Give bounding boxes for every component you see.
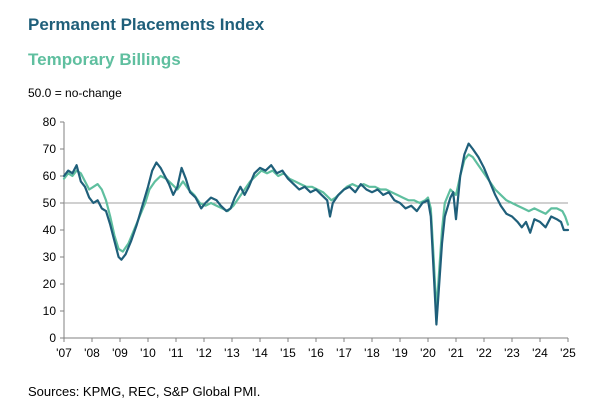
y-tick-label: 50: [43, 196, 57, 210]
x-tick-label: '19: [392, 346, 408, 360]
x-tick-label: '08: [84, 346, 100, 360]
y-tick-label: 10: [43, 304, 57, 318]
x-tick-label: '25: [560, 346, 576, 360]
axes: 0 10 20 30 40 50 60 70 80 '07 '08 '09 '10 '11 '12 '13 '1…: [43, 115, 577, 360]
legend-series-temporary: Temporary Billings: [28, 50, 181, 69]
x-tick-label: '22: [476, 346, 492, 360]
x-tick-label: '17: [336, 346, 352, 360]
x-tick-label: '16: [308, 346, 324, 360]
y-tick-label: 0: [49, 331, 56, 345]
x-tick-label: '10: [140, 346, 156, 360]
x-tick-label: '20: [420, 346, 436, 360]
x-tick-label: '23: [504, 346, 520, 360]
y-tick-label: 40: [43, 223, 57, 237]
y-tick-label: 80: [43, 115, 57, 129]
series-line-temporary: [62, 153, 570, 313]
y-tick-label: 20: [43, 277, 57, 291]
series-line-permanent: [62, 142, 570, 326]
y-tick-label: 30: [43, 250, 57, 264]
series-layer: [62, 142, 570, 326]
x-tick-label: '24: [532, 346, 548, 360]
x-tick-label: '21: [448, 346, 464, 360]
x-tick-label: '14: [252, 346, 268, 360]
legend-series-permanent: Permanent Placements Index: [28, 15, 265, 34]
x-tick-label: '09: [112, 346, 128, 360]
y-tick-label: 60: [43, 169, 57, 183]
chart-source: Sources: KPMG, REC, S&P Global PMI.: [28, 384, 261, 399]
x-tick-label: '07: [56, 346, 72, 360]
x-tick-label: '18: [364, 346, 380, 360]
y-tick-label: 70: [43, 142, 57, 156]
chart-note: 50.0 = no-change: [28, 86, 122, 100]
x-tick-label: '15: [280, 346, 296, 360]
x-tick-label: '12: [196, 346, 212, 360]
x-tick-label: '13: [224, 346, 240, 360]
x-tick-label: '11: [169, 346, 184, 360]
